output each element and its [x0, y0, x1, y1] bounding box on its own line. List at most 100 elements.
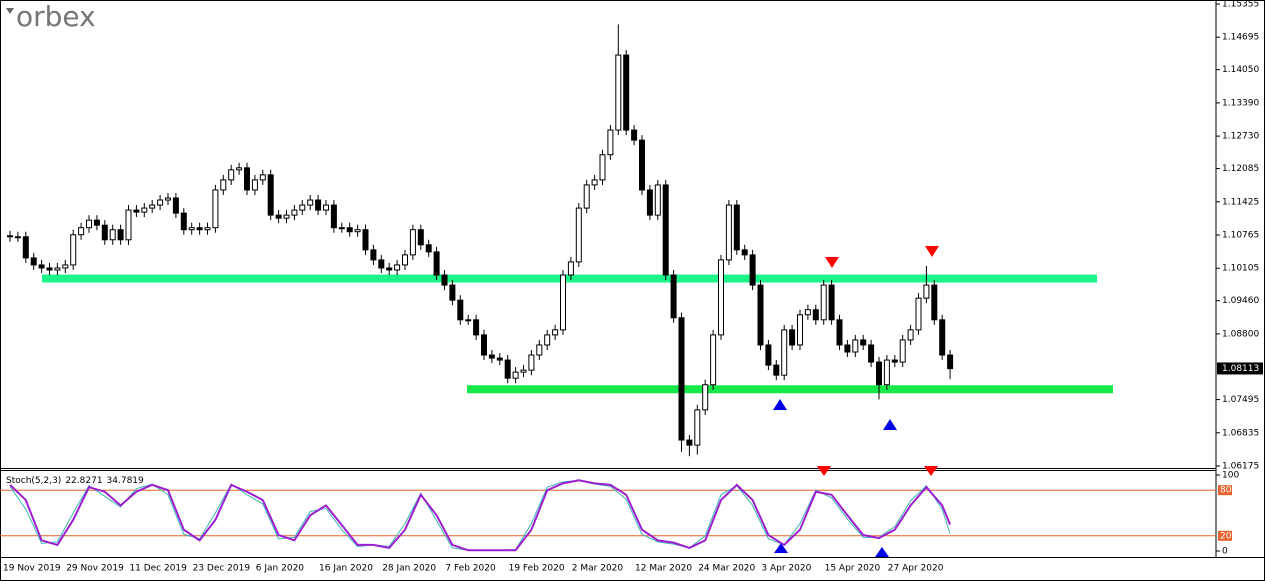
candle-body [804, 309, 811, 316]
sell-signal [825, 257, 839, 268]
candle-body [196, 227, 203, 231]
candle-body [789, 329, 796, 346]
candle-body [828, 284, 835, 321]
candle-body [465, 319, 472, 322]
candle-body [631, 129, 638, 141]
candle-body [686, 439, 693, 446]
candle-body [607, 129, 614, 156]
candle-body [323, 204, 329, 211]
candle-body [30, 257, 37, 266]
candle-body [560, 274, 566, 331]
buy-signal [773, 399, 787, 410]
sell-signal [925, 246, 939, 257]
candle-body [544, 334, 551, 346]
candle-body [370, 249, 377, 261]
current-price: 1.08113 [1222, 364, 1259, 374]
candle-body [409, 229, 416, 256]
candle-body [741, 249, 748, 256]
candle-body [267, 174, 274, 216]
candle-body [244, 167, 250, 191]
candle-body [101, 224, 108, 241]
y-tick-label: 1.12730 [1222, 132, 1259, 142]
x-tick-label: 6 Jan 2020 [256, 564, 304, 574]
candle-body [14, 236, 21, 239]
x-tick-label: 2 Mar 2020 [572, 564, 624, 574]
candle-body [62, 264, 69, 269]
y-tick-label: 1.13390 [1222, 98, 1259, 108]
level-label: 80 [1220, 486, 1232, 496]
sell-signal [817, 466, 831, 476]
candle-body [591, 179, 598, 186]
x-tick-label: 24 Mar 2020 [698, 564, 755, 574]
buy-signal [875, 547, 889, 557]
candle-body [757, 284, 764, 346]
candle-body [386, 267, 393, 271]
candle-body [330, 204, 337, 229]
candle-body [38, 264, 45, 269]
candle-body [899, 339, 906, 363]
stoch-signal-line [9, 479, 952, 552]
candle-body [172, 197, 179, 214]
x-tick-label: 23 Dec 2019 [193, 564, 251, 574]
candle-body [575, 207, 582, 263]
candle-body [773, 364, 780, 376]
candle-body [923, 284, 930, 299]
candle-body [844, 344, 851, 353]
candle-body [125, 209, 132, 241]
candle-body [86, 219, 92, 229]
candle-body [54, 267, 61, 271]
y-tick-label: 1.14695 [1222, 33, 1259, 43]
candle-body [536, 344, 543, 356]
candle-body [907, 329, 914, 341]
y-tick-label: 100 [1222, 471, 1239, 481]
candle-body [891, 359, 898, 363]
indicator-signal-value: 34.7819 [107, 476, 144, 486]
candle-body [615, 54, 622, 131]
x-tick-label: 19 Nov 2019 [3, 564, 61, 574]
candle-body [93, 219, 100, 226]
candle-body [204, 227, 211, 231]
candle-body [947, 354, 954, 370]
candle-body [228, 169, 235, 181]
candle-body [149, 204, 156, 209]
x-tick-label: 11 Dec 2019 [129, 564, 187, 574]
candle-body [481, 334, 487, 356]
candle-body [939, 319, 946, 356]
candle-body [725, 204, 732, 261]
candle-body [718, 259, 724, 336]
candle-body [117, 229, 124, 241]
candle-body [528, 354, 535, 371]
x-tick-label: 29 Nov 2019 [66, 564, 124, 574]
candle-body [441, 274, 448, 286]
candle-body [781, 329, 788, 376]
candle-body [299, 204, 306, 211]
candle-body [654, 184, 661, 216]
candle-body [765, 344, 772, 366]
candle-body [449, 284, 456, 301]
y-tick-label: 1.14050 [1222, 65, 1259, 75]
candle-body [220, 179, 227, 191]
candle-body [433, 251, 440, 276]
sell-signal [924, 466, 938, 476]
logo-icon [6, 8, 14, 14]
candle-body [488, 354, 495, 359]
candle-body [876, 361, 882, 386]
candle-body [417, 229, 424, 246]
candle-body [931, 284, 938, 321]
candle-body [141, 207, 148, 213]
candle-body [46, 267, 53, 271]
candle-body [639, 139, 645, 191]
x-tick-label: 3 Apr 2020 [761, 564, 811, 574]
candle-body [457, 299, 464, 321]
candle-body [307, 199, 314, 206]
candle-body [109, 229, 116, 241]
level-band [42, 274, 1097, 283]
candle-body [694, 409, 701, 446]
x-tick-label: 19 Feb 2020 [509, 564, 565, 574]
candle-body [868, 344, 875, 363]
y-tick-label: 1.07495 [1222, 395, 1259, 405]
candle-body [259, 174, 266, 181]
candle-body [836, 319, 843, 346]
